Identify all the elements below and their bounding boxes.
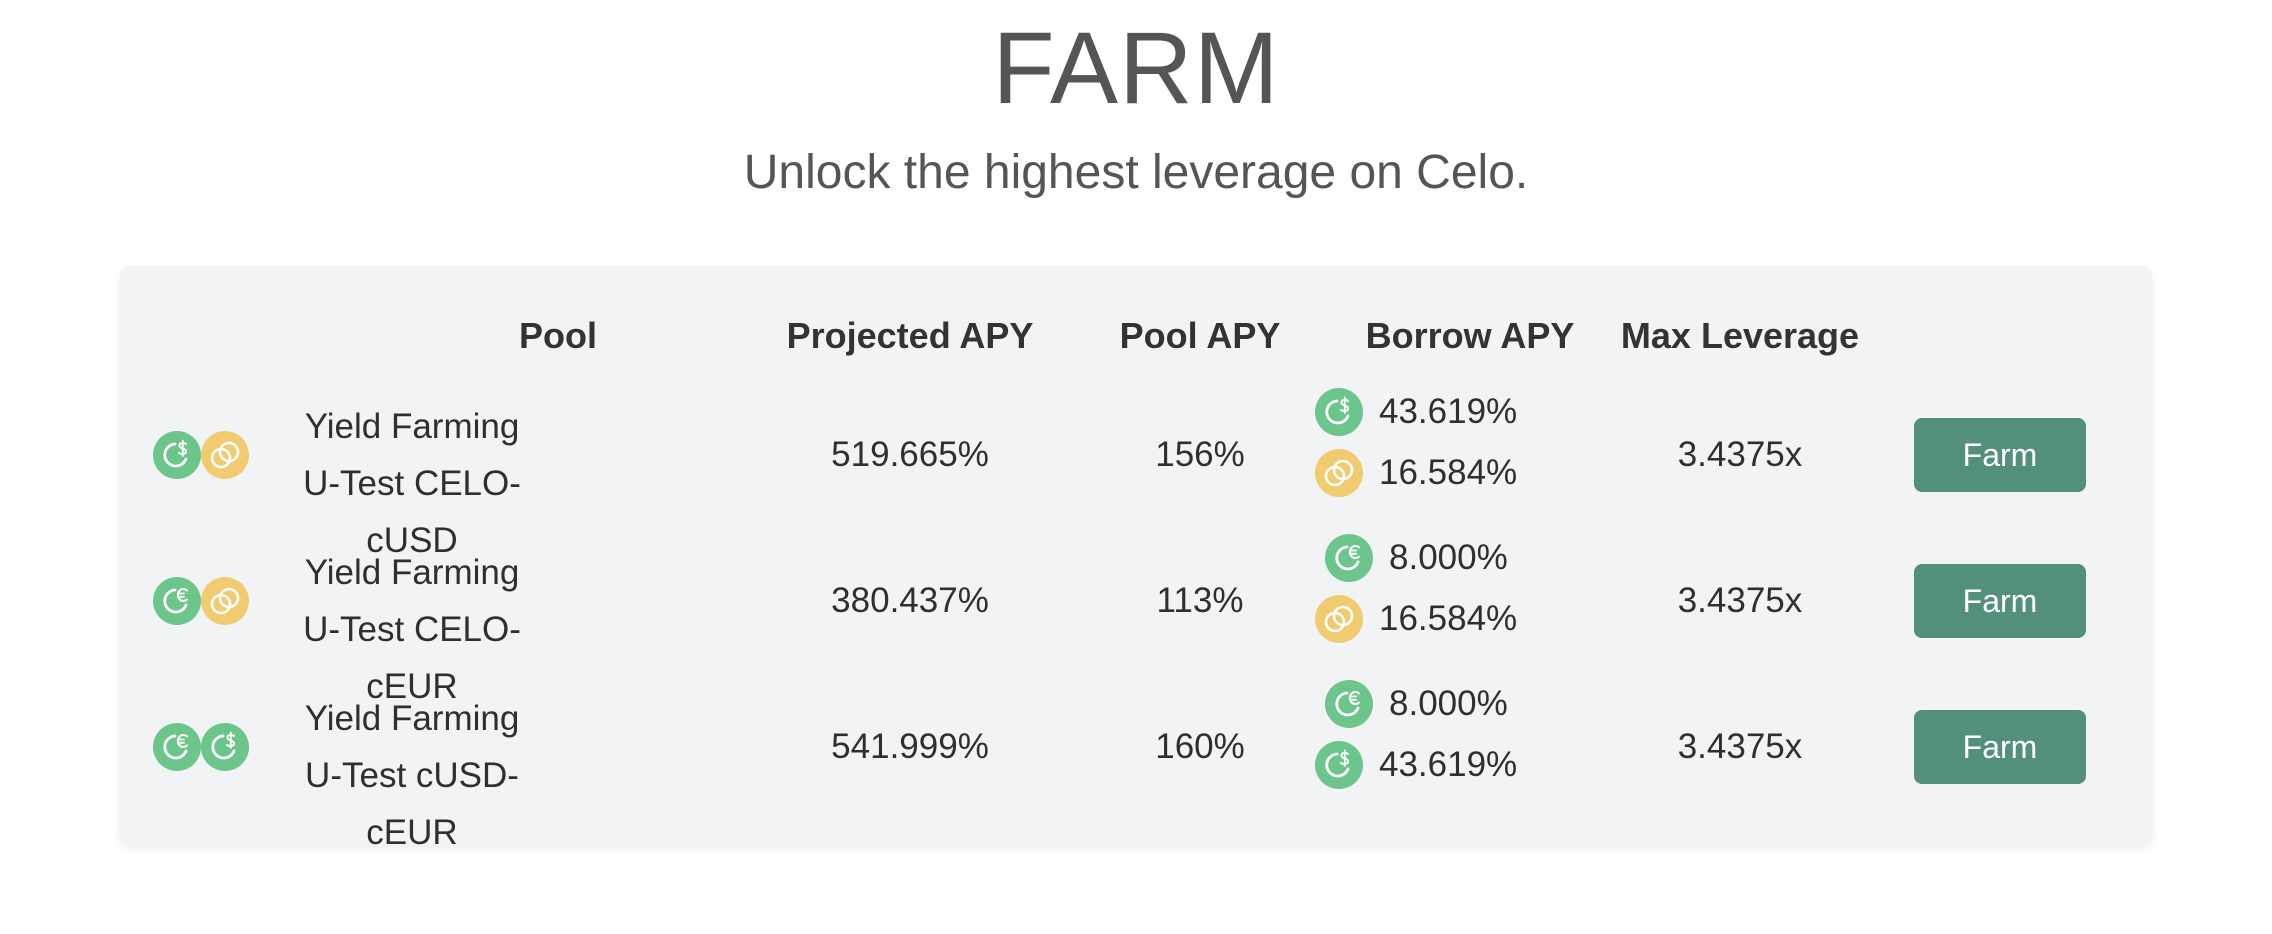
table-row: Yield Farming U-Test CELO-cEUR 380.437% … xyxy=(120,528,2152,706)
pool-name-line2: U-Test cUSD-cEUR xyxy=(305,756,519,852)
header-projected-apy: Projected APY xyxy=(786,315,1034,356)
ceur-icon xyxy=(1325,534,1373,582)
cusd-icon xyxy=(201,723,249,771)
cusd-icon xyxy=(1315,741,1363,789)
borrow-apy-value: 8.000% xyxy=(1389,538,1508,577)
pool-apy-value: 160% xyxy=(1155,727,1245,766)
header-pool-apy: Pool APY xyxy=(1119,315,1281,356)
max-leverage-value: 3.4375x xyxy=(1677,727,1803,766)
borrow-apy-value: 43.619% xyxy=(1379,392,1518,431)
page-title: FARM xyxy=(992,11,1280,125)
farm-button[interactable]: Farm xyxy=(1914,418,2086,492)
ceur-icon xyxy=(153,723,201,771)
celo-icon xyxy=(1315,449,1363,497)
pool-name-line2: U-Test CELO-cEUR xyxy=(303,610,521,706)
pool-name-line2: U-Test CELO-cUSD xyxy=(303,464,521,560)
table-row: Yield Farming U-Test CELO-cUSD 519.665% … xyxy=(120,382,2152,560)
pool-name-line1: Yield Farming xyxy=(304,553,520,592)
table-row: Yield Farming U-Test cUSD-cEUR 541.999% … xyxy=(120,674,2152,852)
max-leverage-value: 3.4375x xyxy=(1677,581,1803,620)
pool-apy-value: 156% xyxy=(1155,435,1245,474)
page-subtitle: Unlock the highest leverage on Celo. xyxy=(743,146,1529,199)
farm-button[interactable]: Farm xyxy=(1914,710,2086,784)
projected-apy-value: 519.665% xyxy=(831,435,989,474)
header-borrow-apy: Borrow APY xyxy=(1365,315,1575,356)
cusd-icon xyxy=(153,431,201,479)
header-max-leverage: Max Leverage xyxy=(1620,315,1860,356)
projected-apy-value: 380.437% xyxy=(831,581,989,620)
projected-apy-value: 541.999% xyxy=(831,727,989,766)
farm-table: Pool Projected APY Pool APY Borrow APY M… xyxy=(120,266,2152,852)
borrow-apy-value: 16.584% xyxy=(1379,453,1518,492)
celo-icon xyxy=(201,577,249,625)
farm-button[interactable]: Farm xyxy=(1914,564,2086,638)
borrow-apy-value: 43.619% xyxy=(1379,745,1518,784)
ceur-icon xyxy=(153,577,201,625)
pool-name-line1: Yield Farming xyxy=(304,699,520,738)
ceur-icon xyxy=(1325,680,1373,728)
cusd-icon xyxy=(1315,388,1363,436)
header-pool: Pool xyxy=(519,315,597,356)
pool-apy-value: 113% xyxy=(1156,581,1244,620)
celo-icon xyxy=(1315,595,1363,643)
borrow-apy-value: 8.000% xyxy=(1389,684,1508,723)
max-leverage-value: 3.4375x xyxy=(1677,435,1803,474)
celo-icon xyxy=(201,431,249,479)
borrow-apy-value: 16.584% xyxy=(1379,599,1518,638)
pool-name-line1: Yield Farming xyxy=(304,407,520,446)
